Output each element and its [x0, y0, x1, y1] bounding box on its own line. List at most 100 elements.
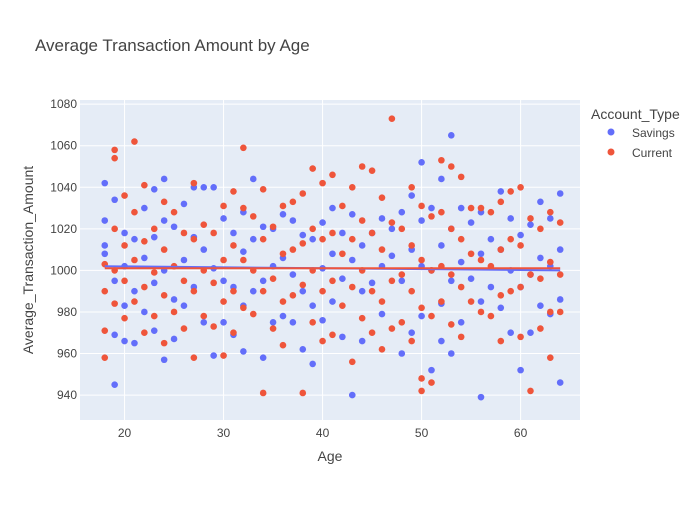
data-point-current [200, 221, 208, 228]
legend-item-current[interactable]: Current [607, 146, 673, 160]
data-point-current [339, 250, 346, 258]
data-point-savings [180, 200, 188, 208]
data-point-savings [527, 329, 534, 337]
data-point-current [101, 327, 109, 334]
data-point-current [467, 204, 475, 212]
data-point-savings [150, 327, 158, 334]
data-point-current [160, 246, 168, 253]
data-point-savings [447, 350, 455, 357]
y-tick-label: 1040 [50, 180, 77, 194]
data-point-savings [210, 183, 217, 191]
data-point-savings [249, 175, 257, 183]
data-point-current [527, 387, 534, 395]
data-point-current [141, 181, 148, 189]
data-point-savings [418, 312, 425, 320]
data-point-current [210, 279, 217, 287]
data-point-current [378, 194, 386, 201]
data-point-current [121, 192, 128, 199]
data-point-current [220, 298, 227, 305]
data-point-current [497, 246, 505, 253]
data-point-current [289, 198, 297, 206]
data-point-savings [170, 223, 178, 231]
data-point-savings [537, 302, 544, 310]
data-point-current [111, 154, 118, 162]
data-point-current [279, 202, 287, 210]
data-point-current [556, 308, 564, 316]
data-point-current [517, 333, 524, 341]
data-point-savings [111, 331, 118, 339]
data-point-savings [477, 250, 485, 258]
data-point-savings [111, 196, 118, 204]
data-point-current [348, 358, 356, 366]
data-point-current [240, 256, 247, 264]
data-point-current [418, 202, 425, 210]
data-point-current [160, 339, 168, 347]
data-point-current [150, 312, 158, 320]
data-point-savings [507, 329, 514, 337]
data-point-current [457, 173, 465, 181]
data-point-current [497, 292, 505, 299]
data-point-current [319, 179, 326, 187]
data-point-savings [438, 242, 445, 249]
data-point-current [487, 312, 495, 320]
legend: Account_Type Savings Current [591, 106, 680, 160]
data-point-current [259, 235, 267, 243]
data-point-current [388, 277, 396, 285]
data-point-current [131, 256, 138, 264]
data-point-current [319, 235, 326, 243]
data-point-current [111, 300, 118, 307]
plot-area [80, 100, 580, 420]
y-tick-label: 960 [57, 347, 77, 361]
data-point-savings [477, 298, 485, 305]
data-point-current [457, 235, 465, 243]
data-point-savings [160, 175, 168, 183]
data-point-current [398, 319, 406, 326]
data-point-savings [457, 258, 465, 266]
data-point-savings [131, 339, 138, 347]
data-point-current [537, 325, 544, 332]
data-point-savings [210, 352, 217, 359]
data-point-savings [230, 229, 237, 237]
data-point-current [467, 250, 475, 258]
y-axis-label: Average_Transaction_Amount [20, 166, 36, 354]
data-point-current [398, 271, 406, 278]
data-point-savings [309, 302, 316, 310]
y-tick-label: 1060 [50, 139, 77, 153]
data-point-savings [101, 217, 109, 224]
data-point-current [269, 325, 277, 332]
data-point-current [497, 337, 505, 345]
legend-item-savings[interactable]: Savings [607, 126, 675, 140]
data-point-savings [537, 198, 544, 206]
data-point-current [507, 235, 514, 243]
data-point-current [418, 256, 425, 264]
data-point-current [299, 281, 307, 289]
data-point-current [457, 283, 465, 291]
data-point-current [279, 298, 287, 305]
data-point-current [368, 167, 376, 174]
data-point-current [329, 277, 336, 285]
data-point-current [220, 256, 227, 264]
data-point-current [131, 138, 138, 145]
data-point-current [190, 354, 198, 361]
data-point-savings [289, 217, 297, 224]
data-point-current [121, 314, 128, 322]
data-point-current [517, 242, 524, 249]
data-point-savings [418, 217, 425, 224]
data-point-savings [329, 298, 336, 305]
data-point-savings [220, 319, 227, 326]
data-point-savings [269, 319, 277, 326]
data-point-savings [388, 225, 396, 233]
data-point-current [477, 204, 485, 212]
data-point-current [438, 208, 445, 216]
data-point-current [378, 298, 386, 305]
data-point-savings [418, 159, 425, 166]
data-point-current [398, 225, 406, 233]
data-point-current [240, 204, 247, 212]
data-point-current [408, 242, 415, 249]
data-point-current [141, 237, 148, 245]
data-point-savings [408, 329, 415, 337]
data-point-current [517, 283, 524, 291]
data-point-current [438, 156, 445, 164]
